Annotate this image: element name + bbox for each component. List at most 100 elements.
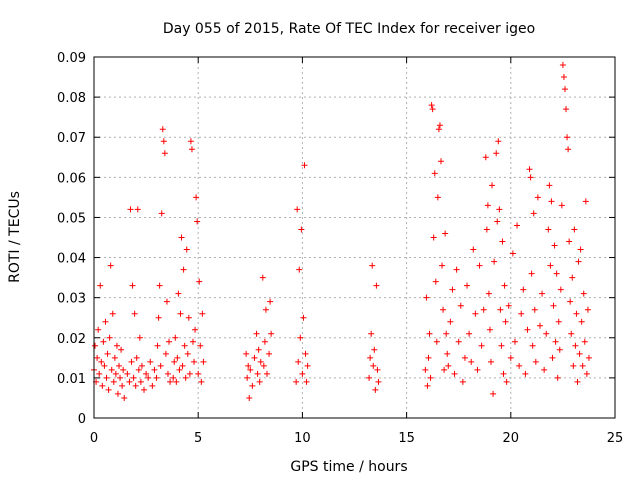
data-point	[499, 238, 506, 245]
data-point	[200, 358, 207, 365]
data-point	[171, 358, 178, 365]
data-point	[554, 374, 561, 381]
data-point	[159, 126, 166, 133]
data-point	[112, 370, 119, 377]
y-tick-labels: 0 0.01 0.02 0.03 0.04 0.05 0.06 0.07 0.08 0.09	[57, 51, 86, 427]
data-point	[246, 394, 253, 401]
data-point	[526, 166, 533, 173]
data-point	[484, 202, 491, 209]
data-point	[132, 382, 139, 389]
data-point	[532, 358, 539, 365]
data-point	[94, 354, 101, 361]
data-point	[296, 266, 303, 273]
data-point	[494, 218, 501, 225]
data-point	[468, 358, 475, 365]
data-point	[178, 234, 185, 241]
data-point	[546, 182, 553, 189]
data-point	[304, 362, 311, 369]
data-point	[493, 150, 500, 157]
y-tick-label: 0.07	[57, 131, 86, 146]
data-point	[303, 378, 310, 385]
data-point	[107, 262, 114, 269]
data-point	[127, 206, 134, 213]
data-point	[548, 198, 555, 205]
data-point	[100, 338, 107, 345]
data-point	[486, 326, 493, 333]
data-point	[435, 126, 442, 133]
data-point	[549, 354, 556, 361]
data-point	[579, 362, 586, 369]
data-point	[184, 350, 191, 357]
data-point	[472, 310, 479, 317]
data-point	[117, 374, 124, 381]
data-point	[445, 362, 452, 369]
data-point	[496, 206, 503, 213]
data-point	[370, 362, 377, 369]
data-point	[97, 282, 104, 289]
data-point	[268, 330, 275, 337]
data-point	[449, 286, 456, 293]
data-point	[267, 298, 274, 305]
data-point	[195, 370, 202, 377]
data-point	[245, 362, 252, 369]
data-point	[482, 154, 489, 161]
data-point	[255, 346, 262, 353]
data-point	[247, 366, 254, 373]
data-point	[530, 210, 537, 217]
data-point	[373, 282, 380, 289]
data-point	[547, 262, 554, 269]
data-point	[375, 378, 382, 385]
data-point	[301, 162, 308, 169]
y-tick-label: 0.01	[57, 372, 86, 387]
data-point	[585, 354, 592, 361]
data-point	[167, 378, 174, 385]
data-point	[553, 270, 560, 277]
data-point	[563, 106, 570, 113]
data-point	[130, 374, 137, 381]
data-point	[138, 362, 145, 369]
data-point	[295, 358, 302, 365]
data-point	[114, 390, 121, 397]
data-point	[577, 246, 584, 253]
data-point	[113, 342, 120, 349]
data-point	[259, 274, 266, 281]
data-point	[451, 370, 458, 377]
data-point	[243, 350, 250, 357]
data-point	[124, 370, 131, 377]
data-point	[192, 326, 199, 333]
data-point	[174, 354, 181, 361]
x-tick-labels: 0 5 10 15 20 25	[90, 431, 623, 446]
data-point	[442, 230, 449, 237]
data-point	[573, 310, 580, 317]
y-tick-label: 0.03	[57, 292, 86, 307]
data-point	[502, 318, 509, 325]
data-point	[371, 346, 378, 353]
data-point	[162, 350, 169, 357]
data-point	[155, 314, 162, 321]
data-point	[570, 362, 577, 369]
data-point	[294, 206, 301, 213]
data-point	[102, 318, 109, 325]
data-point	[302, 350, 309, 357]
data-point	[185, 314, 192, 321]
data-point	[368, 330, 375, 337]
data-point	[514, 222, 521, 229]
data-point	[92, 342, 99, 349]
data-point	[581, 338, 588, 345]
data-point	[300, 314, 307, 321]
x-tick-label: 20	[503, 431, 520, 446]
data-point	[254, 370, 261, 377]
data-point	[578, 318, 585, 325]
data-point	[561, 86, 568, 93]
data-point	[434, 194, 441, 201]
data-point	[433, 338, 440, 345]
data-point	[545, 226, 552, 233]
data-point	[430, 234, 437, 241]
data-point	[143, 370, 150, 377]
data-point	[461, 354, 468, 361]
data-point	[194, 218, 201, 225]
data-point	[170, 374, 177, 381]
data-point	[367, 354, 374, 361]
data-points	[91, 62, 592, 401]
data-point	[564, 134, 571, 141]
